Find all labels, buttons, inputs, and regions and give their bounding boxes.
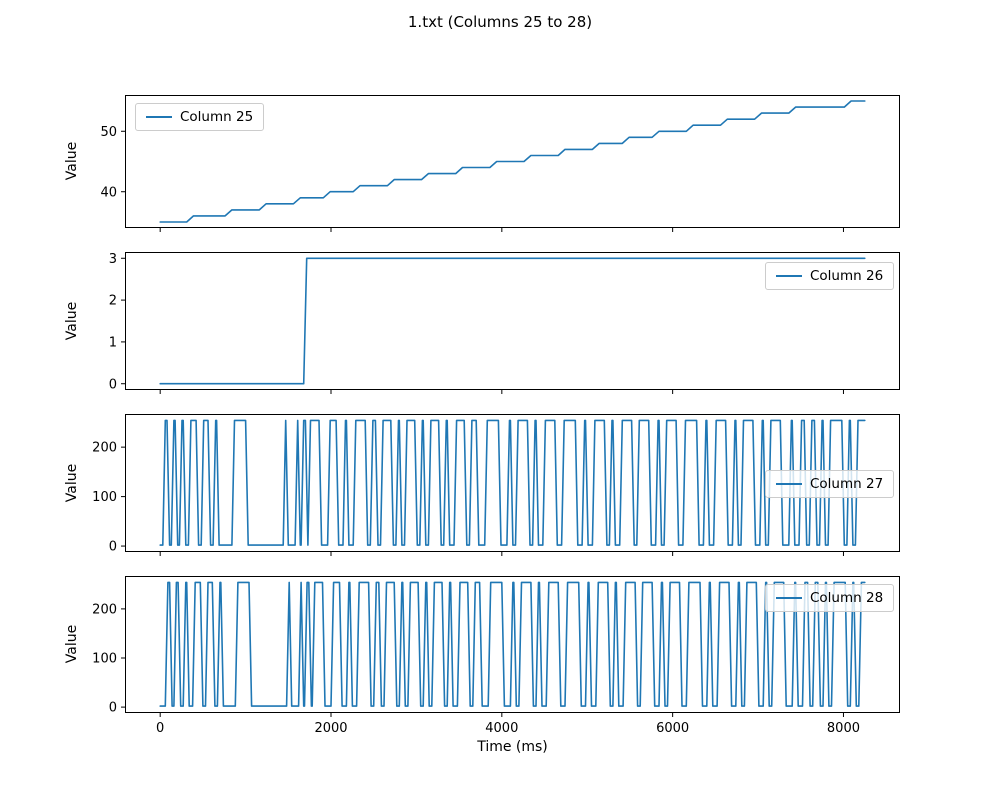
axes-border — [125, 414, 900, 552]
y-axis-label-column-28: Value — [64, 624, 80, 664]
plot-area-column-27: 0 100 200 — [92, 414, 900, 556]
x-tick-label: 4000 — [485, 721, 518, 736]
legend-label: Column 26 — [810, 268, 884, 284]
plot-area-column-26: 0 1 2 3 — [109, 252, 900, 394]
series-line-column-27 — [159, 419, 866, 546]
y-tick-label: 50 — [100, 125, 117, 140]
y-axis-label-column-27: Value — [64, 463, 80, 503]
y-axis-label-column-25: Value — [64, 141, 80, 181]
x-tick-label: 2000 — [314, 721, 347, 736]
figure-title: 1.txt (Columns 25 to 28) — [407, 13, 593, 31]
legend-column-25: Column 25 — [135, 103, 265, 131]
legend-column-27: Column 27 — [765, 470, 895, 498]
axes-border — [125, 576, 900, 713]
legend-line-sample — [776, 597, 802, 599]
y-axis-label-column-26: Value — [64, 301, 80, 341]
y-tick-label: 2 — [109, 294, 117, 309]
y-tick-label: 100 — [92, 490, 117, 505]
y-tick-label: 1 — [109, 335, 117, 350]
y-tick-label: 0 — [109, 377, 117, 392]
legend-line-sample — [776, 483, 802, 485]
legend-column-26: Column 26 — [765, 262, 895, 290]
series-line-column-25 — [159, 100, 866, 223]
legend-line-sample — [776, 275, 802, 277]
y-tick-label: 200 — [92, 602, 117, 617]
y-tick-label: 0 — [109, 701, 117, 716]
y-tick-label: 40 — [100, 185, 117, 200]
axes-border — [125, 95, 900, 228]
y-tick-label: 0 — [109, 540, 117, 555]
legend-line-sample — [146, 116, 172, 118]
y-tick-label: 3 — [109, 252, 117, 267]
legend-label: Column 28 — [810, 590, 884, 606]
y-tick-label: 200 — [92, 441, 117, 456]
legend-column-28: Column 28 — [765, 584, 895, 612]
axes-border — [125, 252, 900, 390]
x-axis-label: Time (ms) — [477, 739, 548, 755]
legend-label: Column 25 — [180, 109, 254, 125]
series-line-column-26 — [159, 257, 866, 385]
y-tick-label: 100 — [92, 652, 117, 667]
series-line-column-28 — [159, 581, 866, 707]
plot-area-column-25: 40 50 — [100, 95, 900, 232]
x-tick-label: 8000 — [827, 721, 860, 736]
plot-area-column-28: 0 2000 4000 6000 8000 0 100 200 — [92, 576, 900, 736]
x-tick-label: 0 — [156, 721, 164, 736]
x-tick-label: 6000 — [656, 721, 689, 736]
legend-label: Column 27 — [810, 476, 884, 492]
